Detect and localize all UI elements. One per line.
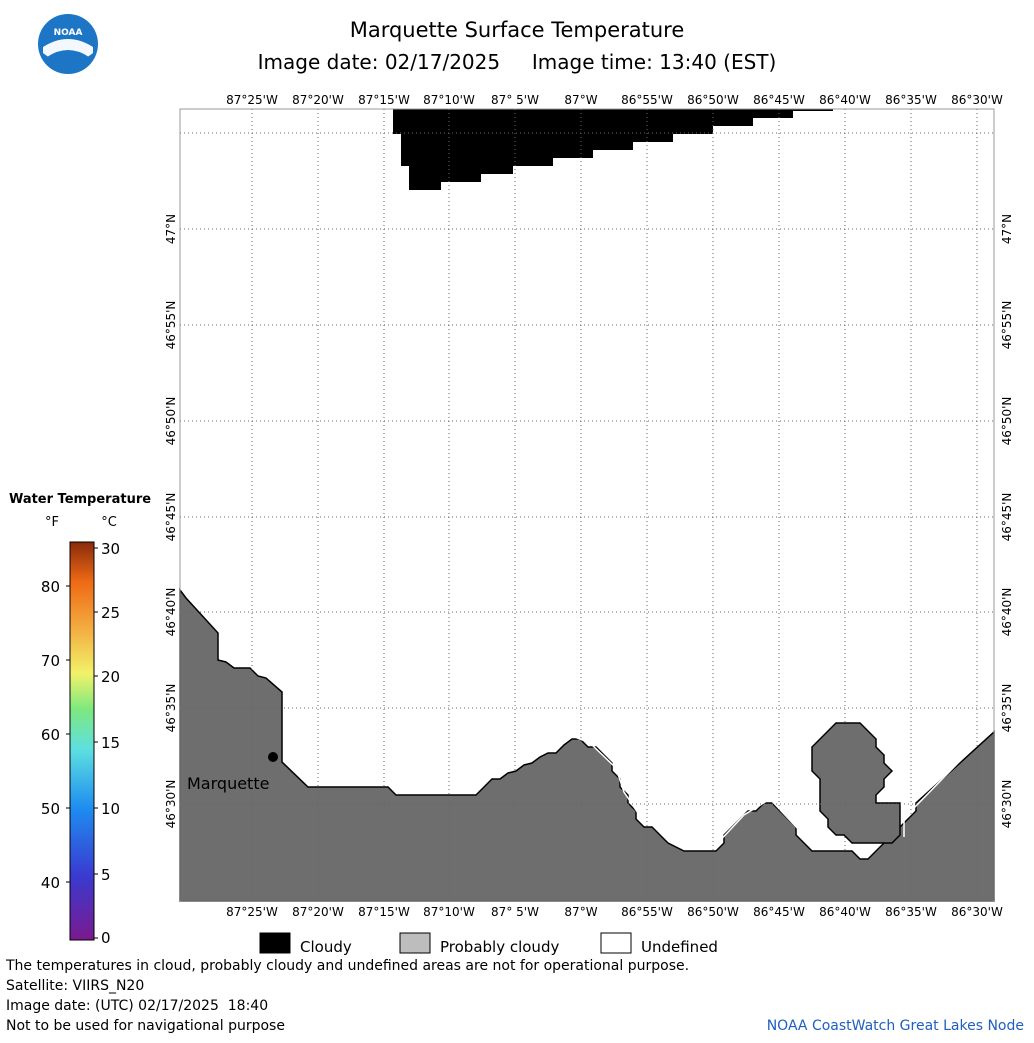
lon-label: 87°W (564, 93, 597, 107)
lat-labels-left: 47°N 46°55'N 46°50'N 46°45'N 46°40'N 46°… (164, 214, 178, 829)
colorbar-ticks (66, 547, 98, 939)
colorbar (69, 541, 95, 941)
c-tick-label: 20 (101, 668, 120, 686)
page-subtitle: Image date: 02/17/2025 Image time: 13:40… (0, 50, 1034, 74)
lon-label: 87°25'W (226, 93, 278, 107)
lat-label: 46°30'N (164, 780, 178, 829)
lon-label: 87° 5'W (491, 93, 539, 107)
colorbar-unit-c: °C (101, 515, 117, 530)
lat-label: 46°30'N (1000, 780, 1014, 829)
f-tick-label: 60 (41, 726, 60, 744)
footer-credit: NOAA CoastWatch Great Lakes Node (766, 1018, 1024, 1034)
lat-label: 46°50'N (164, 397, 178, 446)
lat-label: 46°40'N (164, 588, 178, 637)
lon-label: 86°30'W (951, 93, 1003, 107)
c-tick-label: 30 (101, 540, 120, 558)
footer-utc-date: Image date: (UTC) 02/17/2025 18:40 (6, 998, 269, 1014)
lon-label: 86°40'W (819, 905, 871, 919)
colorbar-c-labels: 30 25 20 15 10 5 0 (101, 540, 120, 947)
lon-labels-top: 87°25'W 87°20'W 87°15'W 87°10'W 87° 5'W … (226, 93, 1003, 107)
lat-label: 46°40'N (1000, 588, 1014, 637)
lon-label: 86°35'W (885, 93, 937, 107)
colorbar-unit-f: °F (45, 515, 59, 530)
footer-disclaimer: The temperatures in cloud, probably clou… (6, 958, 690, 974)
lon-label: 87°10'W (423, 93, 475, 107)
lon-label: 87°15'W (358, 905, 410, 919)
island-region (811, 722, 901, 844)
lon-label: 87° 5'W (491, 905, 539, 919)
footer-navigation-warning: Not to be used for navigational purpose (6, 1018, 285, 1034)
lon-label: 87°W (564, 905, 597, 919)
legend-undefined-swatch (600, 932, 632, 954)
f-tick-label: 70 (41, 652, 60, 670)
c-tick-label: 10 (101, 800, 120, 818)
lon-label: 87°25'W (226, 905, 278, 919)
f-tick-label: 40 (41, 874, 60, 892)
marquette-city-marker (268, 752, 278, 762)
f-tick-label: 80 (41, 578, 60, 596)
island-coast (834, 718, 905, 837)
legend-undefined-label: Undefined (641, 938, 718, 956)
cloud-region (393, 109, 833, 190)
lon-label: 86°35'W (885, 905, 937, 919)
colorbar-title: Water Temperature (9, 492, 151, 507)
lon-label: 86°55'W (621, 905, 673, 919)
lat-label: 46°55'N (164, 301, 178, 350)
footer-satellite: Satellite: VIIRS_N20 (6, 978, 145, 994)
lon-label: 87°15'W (358, 93, 410, 107)
legend-probably-cloudy-swatch (399, 932, 431, 954)
lat-label: 46°55'N (1000, 301, 1014, 350)
land-region (179, 587, 995, 902)
lon-label: 86°50'W (687, 93, 739, 107)
lat-label: 46°45'N (164, 493, 178, 542)
lon-label: 86°45'W (753, 93, 805, 107)
lon-label: 86°55'W (621, 93, 673, 107)
logo-text: NOAA (54, 28, 83, 38)
lat-label: 46°45'N (1000, 493, 1014, 542)
lat-label: 47°N (164, 214, 178, 244)
lon-label: 86°50'W (687, 905, 739, 919)
lon-label: 87°20'W (292, 93, 344, 107)
lon-label: 86°30'W (951, 905, 1003, 919)
map-frame (179, 108, 995, 902)
legend-probably-cloudy-label: Probably cloudy (440, 938, 559, 956)
city-label: Marquette (187, 774, 269, 793)
lon-label: 87°20'W (292, 905, 344, 919)
c-tick-label: 25 (101, 604, 120, 622)
lon-labels-bottom: 87°25'W 87°20'W 87°15'W 87°10'W 87° 5'W … (226, 905, 1003, 919)
image-date: Image date: 02/17/2025 (257, 50, 501, 74)
c-tick-label: 15 (101, 734, 120, 752)
noaa-logo: NOAA (38, 14, 98, 74)
lat-label: 46°50'N (1000, 397, 1014, 446)
lat-label: 46°35'N (1000, 684, 1014, 733)
legend-cloudy-swatch (259, 932, 291, 954)
lon-label: 87°10'W (423, 905, 475, 919)
lat-label: 46°35'N (164, 684, 178, 733)
page-title: Marquette Surface Temperature (349, 18, 685, 42)
f-tick-label: 50 (41, 800, 60, 818)
graticule (180, 109, 994, 901)
lon-label: 86°45'W (753, 905, 805, 919)
lat-label: 47°N (1000, 214, 1014, 244)
colorbar-f-labels: 80 70 60 50 40 (41, 578, 60, 892)
c-tick-label: 0 (101, 929, 111, 947)
legend-cloudy-label: Cloudy (300, 938, 352, 956)
lon-label: 86°40'W (819, 93, 871, 107)
c-tick-label: 5 (101, 866, 111, 884)
image-time: Image time: 13:40 (EST) (531, 50, 777, 74)
coastline (183, 587, 993, 856)
lat-labels-right: 47°N 46°55'N 46°50'N 46°45'N 46°40'N 46°… (1000, 214, 1014, 829)
